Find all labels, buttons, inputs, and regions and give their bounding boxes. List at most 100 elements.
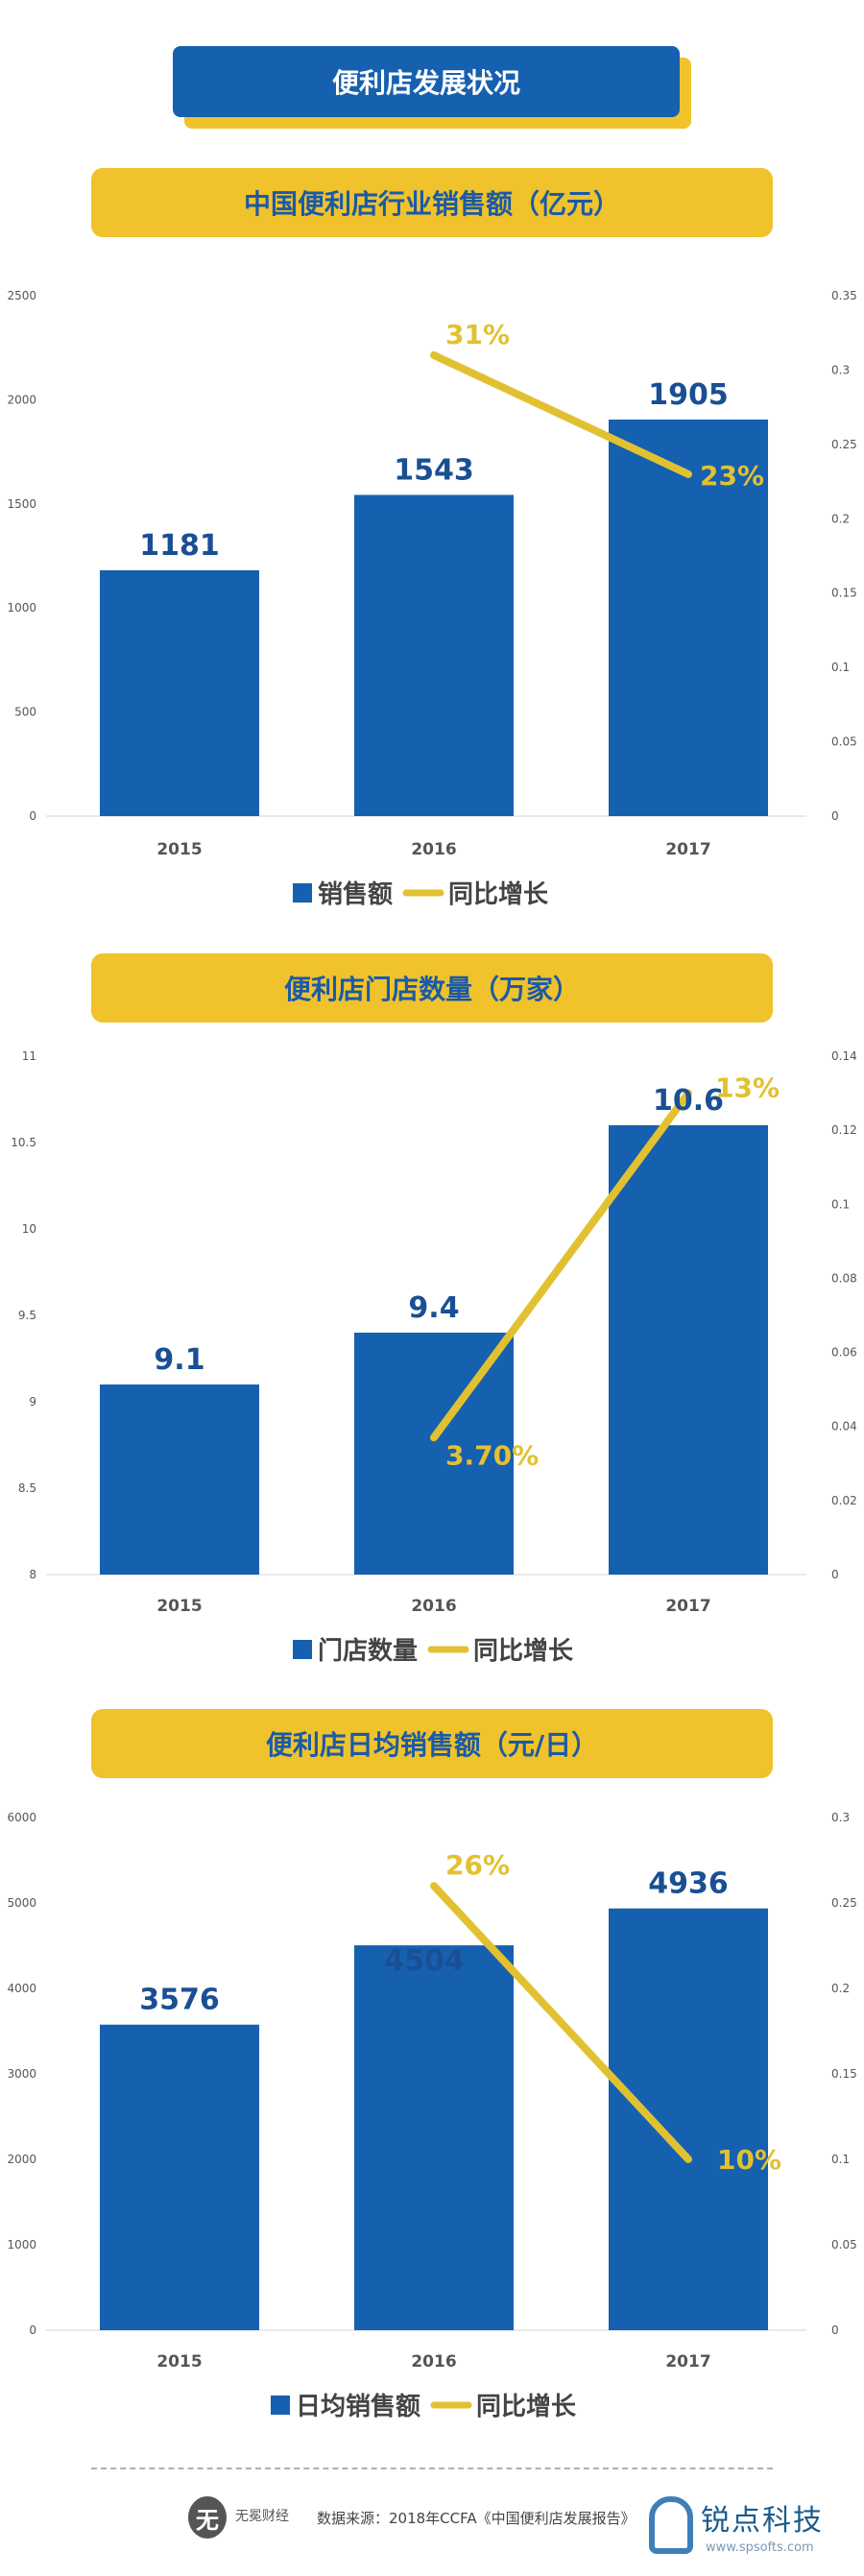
bar-value-label: 4936 — [648, 1867, 729, 1901]
x-tick-label: 2015 — [156, 2352, 202, 2371]
y-tick-label: 10.5 — [11, 1136, 36, 1149]
growth-value-label: 31% — [445, 319, 510, 350]
bar-value-label: 1181 — [139, 529, 220, 563]
y-tick-label: 9.5 — [18, 1309, 36, 1322]
footer-divider — [91, 2468, 773, 2469]
y-tick-label: 6000 — [7, 1811, 36, 1824]
growth-value-label: 10% — [717, 2144, 781, 2176]
growth-line — [430, 1882, 692, 2163]
chart-stores: 8 8.5 9 9.5 10 10.5 11 0 0.02 0.04 0.06 0.08 0.1 0.12… — [11, 1049, 857, 1666]
y2-tick-label: 0 — [831, 2323, 839, 2337]
brand-logo-icon: 无 — [188, 2496, 227, 2539]
watermark-text: 锐点科技 — [701, 2504, 824, 2538]
x-tick-label: 2015 — [156, 1597, 202, 1616]
chart-sales: 0 500 1000 1500 2000 2500 0 0.05 0.1 0.15 0.2 0.25 0… — [7, 289, 857, 909]
bar — [354, 1333, 514, 1575]
x-tick-label: 2017 — [665, 2352, 710, 2371]
y2-tick-label: 0.15 — [831, 587, 857, 600]
y2-tick-label: 0.05 — [831, 2238, 857, 2251]
y2-tick-label: 0 — [831, 1568, 839, 1581]
y2-tick-label: 0.1 — [831, 661, 850, 674]
legend-swatch-bar — [293, 1640, 312, 1659]
growth-value-label: 26% — [445, 1849, 510, 1881]
y2-tick-label: 0.25 — [831, 438, 857, 451]
y-tick-label: 8.5 — [18, 1481, 36, 1495]
bar — [609, 1908, 768, 2330]
y2-tick-label: 0.3 — [831, 363, 850, 376]
chart-daily-sales: 0 1000 2000 3000 4000 5000 6000 0 0.05 0.1 0.15 0.2… — [7, 1811, 857, 2421]
bar-value-label: 4504 — [384, 1944, 465, 1978]
y-tick-label: 2000 — [7, 393, 36, 406]
y-tick-label: 1000 — [7, 2238, 36, 2251]
x-tick-label: 2016 — [411, 2352, 456, 2371]
bar-value-label: 9.1 — [154, 1343, 204, 1377]
bar — [609, 1125, 768, 1575]
y2-tick-label: 0 — [831, 809, 839, 823]
chart-1-title: 中国便利店行业销售额（亿元） — [91, 168, 773, 237]
bar-value-label: 3576 — [139, 1984, 220, 2017]
page-title: 便利店发展状况 — [173, 46, 680, 117]
bar — [354, 1945, 514, 2330]
y-tick-label: 3000 — [7, 2067, 36, 2081]
legend-label-line: 同比增长 — [473, 1636, 574, 1666]
y-tick-label: 0 — [29, 809, 36, 823]
growth-line — [430, 350, 692, 478]
chart-2-title: 便利店门店数量（万家） — [91, 953, 773, 1023]
y-tick-label: 1000 — [7, 601, 36, 614]
legend-label-bar: 门店数量 — [318, 1637, 418, 1666]
y2-tick-label: 0.2 — [831, 1982, 850, 1995]
y2-tick-label: 0.1 — [831, 1197, 850, 1211]
y-tick-label: 0 — [29, 2323, 36, 2337]
page-title-banner: 便利店发展状况 — [173, 46, 691, 129]
bar — [100, 569, 259, 816]
bar — [609, 419, 768, 816]
y-tick-label: 1500 — [7, 497, 36, 511]
y-tick-label: 2000 — [7, 2153, 36, 2166]
footer: 无 无冕财经 数据来源：2018年CCFA《中国便利店发展报告》 锐点科技 ww… — [0, 2458, 864, 2576]
watermark-url: www.spsofts.com — [706, 2540, 814, 2555]
y2-tick-label: 0.2 — [831, 512, 850, 525]
x-tick-label: 2017 — [665, 840, 710, 859]
brand-logo-text: 无冕财经 — [235, 2509, 289, 2524]
y2-tick-label: 0.06 — [831, 1346, 857, 1360]
y-tick-label: 9 — [29, 1395, 36, 1408]
growth-value-label: 3.70% — [445, 1439, 539, 1471]
y2-tick-label: 0.15 — [831, 2067, 857, 2081]
bar — [354, 494, 514, 816]
x-tick-label: 2017 — [665, 1597, 710, 1616]
y2-tick-label: 0.25 — [831, 1896, 857, 1910]
bar — [100, 2024, 259, 2330]
bar-value-label: 1905 — [648, 378, 729, 412]
y-tick-label: 11 — [22, 1049, 36, 1063]
y-tick-label: 8 — [29, 1568, 36, 1581]
bar-value-label: 9.4 — [408, 1291, 459, 1325]
y2-tick-label: 0.14 — [831, 1049, 857, 1063]
legend-swatch-bar — [293, 883, 312, 903]
y2-tick-label: 0.35 — [831, 289, 857, 302]
legend-label-line: 同比增长 — [448, 879, 549, 909]
legend-label-bar: 销售额 — [318, 879, 393, 909]
y2-tick-label: 0.02 — [831, 1494, 857, 1507]
growth-value-label: 23% — [700, 460, 764, 492]
x-tick-label: 2015 — [156, 840, 202, 859]
y-tick-label: 4000 — [7, 1982, 36, 1995]
x-tick-label: 2016 — [411, 840, 456, 859]
y2-tick-label: 0.1 — [831, 2153, 850, 2166]
bar-value-label: 10.6 — [653, 1084, 724, 1118]
legend-swatch-bar — [271, 2395, 290, 2415]
growth-value-label: 13% — [715, 1072, 780, 1104]
y2-tick-label: 0.12 — [831, 1123, 857, 1137]
y-tick-label: 10 — [22, 1222, 36, 1236]
chart-3-title: 便利店日均销售额（元/日） — [91, 1709, 773, 1778]
data-source: 数据来源：2018年CCFA《中国便利店发展报告》 — [317, 2510, 636, 2527]
y2-tick-label: 0.05 — [831, 735, 857, 749]
bar — [100, 1384, 259, 1575]
growth-line — [430, 1089, 692, 1442]
y2-tick-label: 0.04 — [831, 1420, 857, 1433]
y2-tick-label: 0.3 — [831, 1811, 850, 1824]
watermark-logo-icon — [649, 2496, 693, 2554]
x-tick-label: 2016 — [411, 1597, 456, 1616]
legend-label-bar: 日均销售额 — [296, 2392, 420, 2421]
legend-label-line: 同比增长 — [476, 2392, 577, 2421]
bar-value-label: 1543 — [394, 453, 474, 487]
